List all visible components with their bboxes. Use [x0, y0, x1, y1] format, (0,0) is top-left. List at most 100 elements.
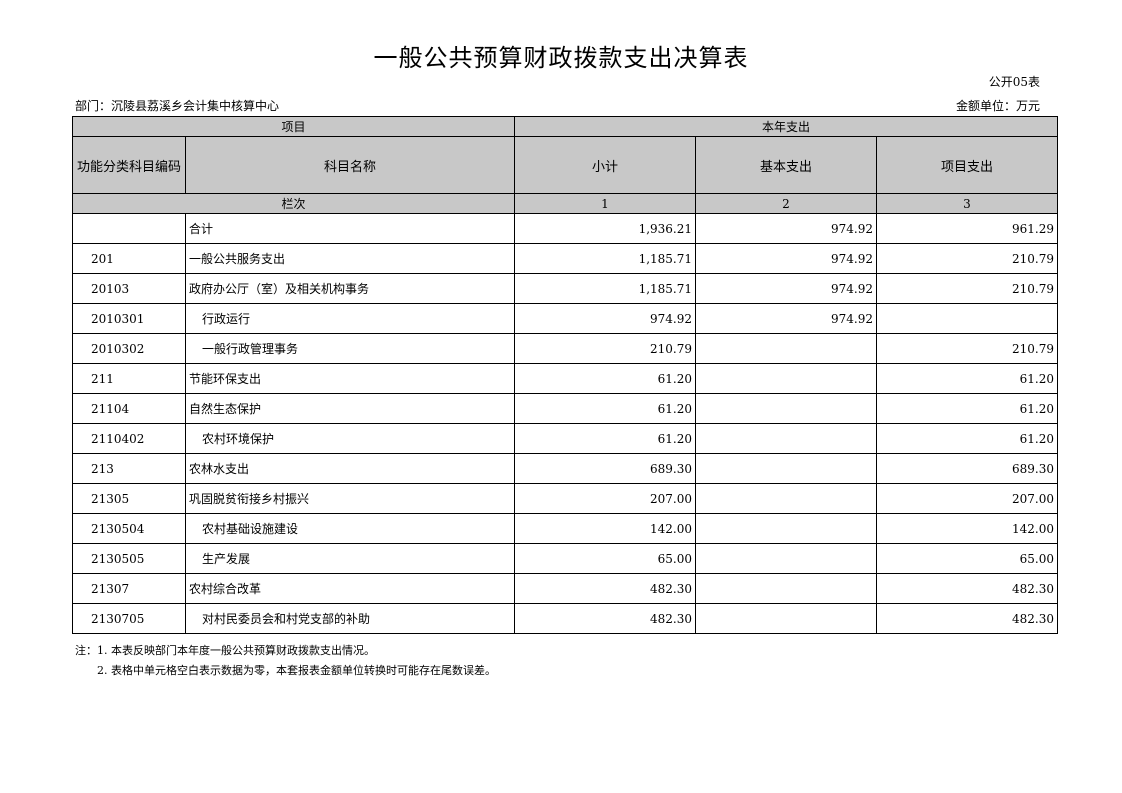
- note-2: 2. 表格中单元格空白表示数据为零，本套报表金额单位转换时可能存在尾数误差。: [97, 664, 496, 677]
- cell-name: 生产发展: [185, 543, 515, 574]
- cell-project: 207.00: [876, 483, 1058, 514]
- cell-code: 2010301: [72, 303, 186, 334]
- cell-project: 689.30: [876, 453, 1058, 484]
- header-current-year: 本年支出: [514, 116, 1058, 137]
- cell-code: 2130505: [72, 543, 186, 574]
- cell-subtotal: 974.92: [514, 303, 696, 334]
- cell-name: 一般公共服务支出: [185, 243, 515, 274]
- cell-name: 农村环境保护: [185, 423, 515, 454]
- table-row: 2130505 生产发展 65.00 65.00: [72, 543, 1058, 574]
- header-basic: 基本支出: [695, 136, 877, 194]
- cell-name: 农村基础设施建设: [185, 513, 515, 544]
- cell-subtotal: 65.00: [514, 543, 696, 574]
- cell-project: [876, 303, 1058, 334]
- table-row: 2010301 行政运行 974.92 974.92: [72, 303, 1058, 334]
- cell-code: 20103: [72, 273, 186, 304]
- table-row: 21104 自然生态保护 61.20 61.20: [72, 393, 1058, 424]
- cell-code: 201: [72, 243, 186, 274]
- header-project: 项目支出: [876, 136, 1058, 194]
- notes: 注：1. 本表反映部门本年度一般公共预算财政拨款支出情况。 2. 表格中单元格空…: [75, 641, 496, 681]
- form-code: 公开05表: [988, 75, 1040, 89]
- table-row: 2130504 农村基础设施建设 142.00 142.00: [72, 513, 1058, 544]
- cell-name: 合计: [185, 213, 515, 244]
- cell-basic: [695, 603, 877, 634]
- header-subtotal: 小计: [514, 136, 696, 194]
- cell-subtotal: 1,936.21: [514, 213, 696, 244]
- unit-label: 金额单位：万元: [955, 99, 1040, 113]
- cell-subtotal: 142.00: [514, 513, 696, 544]
- cell-subtotal: 482.30: [514, 603, 696, 634]
- cell-code: 2110402: [72, 423, 186, 454]
- cell-basic: [695, 543, 877, 574]
- cell-subtotal: 482.30: [514, 573, 696, 604]
- cell-subtotal: 210.79: [514, 333, 696, 364]
- cell-name: 农村综合改革: [185, 573, 515, 604]
- cell-name: 政府办公厅（室）及相关机构事务: [185, 273, 515, 304]
- cell-code: 211: [72, 363, 186, 394]
- cell-project: 210.79: [876, 273, 1058, 304]
- cell-basic: 974.92: [695, 213, 877, 244]
- cell-project: 65.00: [876, 543, 1058, 574]
- table-row: 21307 农村综合改革 482.30 482.30: [72, 573, 1058, 604]
- cell-subtotal: 207.00: [514, 483, 696, 514]
- header-column-no: 栏次: [72, 193, 515, 214]
- cell-project: 61.20: [876, 393, 1058, 424]
- cell-basic: [695, 513, 877, 544]
- cell-subtotal: 61.20: [514, 393, 696, 424]
- table-row: 合计 1,936.21 974.92 961.29: [72, 213, 1058, 244]
- cell-code: 2010302: [72, 333, 186, 364]
- cell-project: 210.79: [876, 333, 1058, 364]
- header-col3: 3: [876, 193, 1058, 214]
- cell-basic: [695, 393, 877, 424]
- cell-project: 142.00: [876, 513, 1058, 544]
- expenditure-table: 项目 本年支出 功能分类科目编码 科目名称 小计 基本支出 项目支出 栏次 1 …: [72, 116, 1058, 634]
- cell-name: 对村民委员会和村党支部的补助: [185, 603, 515, 634]
- cell-subtotal: 689.30: [514, 453, 696, 484]
- cell-subtotal: 61.20: [514, 363, 696, 394]
- header-item: 项目: [72, 116, 515, 137]
- cell-project: 210.79: [876, 243, 1058, 274]
- cell-code: 2130504: [72, 513, 186, 544]
- table-row: 20103 政府办公厅（室）及相关机构事务 1,185.71 974.92 210.79: [72, 273, 1058, 304]
- cell-code: [72, 213, 186, 244]
- cell-name: 行政运行: [185, 303, 515, 334]
- cell-name: 节能环保支出: [185, 363, 515, 394]
- cell-code: 21305: [72, 483, 186, 514]
- cell-subtotal: 61.20: [514, 423, 696, 454]
- cell-basic: [695, 453, 877, 484]
- table-row: 21305 巩固脱贫衔接乡村振兴 207.00 207.00: [72, 483, 1058, 514]
- header-col1: 1: [514, 193, 696, 214]
- cell-basic: [695, 483, 877, 514]
- cell-project: 482.30: [876, 603, 1058, 634]
- header-code: 功能分类科目编码: [72, 136, 186, 194]
- cell-basic: 974.92: [695, 273, 877, 304]
- cell-basic: [695, 333, 877, 364]
- cell-project: 61.20: [876, 423, 1058, 454]
- cell-code: 21104: [72, 393, 186, 424]
- cell-project: 61.20: [876, 363, 1058, 394]
- cell-code: 213: [72, 453, 186, 484]
- department-label: 部门：沉陵县荔溪乡会计集中核算中心: [75, 99, 280, 113]
- table-row: 211 节能环保支出 61.20 61.20: [72, 363, 1058, 394]
- cell-project: 482.30: [876, 573, 1058, 604]
- cell-code: 2130705: [72, 603, 186, 634]
- cell-basic: 974.92: [695, 303, 877, 334]
- cell-basic: [695, 573, 877, 604]
- cell-project: 961.29: [876, 213, 1058, 244]
- cell-subtotal: 1,185.71: [514, 243, 696, 274]
- cell-basic: 974.92: [695, 243, 877, 274]
- cell-basic: [695, 423, 877, 454]
- cell-subtotal: 1,185.71: [514, 273, 696, 304]
- table-row: 2110402 农村环境保护 61.20 61.20: [72, 423, 1058, 454]
- table-row: 213 农林水支出 689.30 689.30: [72, 453, 1058, 484]
- header-name: 科目名称: [185, 136, 515, 194]
- cell-name: 一般行政管理事务: [185, 333, 515, 364]
- cell-name: 自然生态保护: [185, 393, 515, 424]
- table-row: 2130705 对村民委员会和村党支部的补助 482.30 482.30: [72, 603, 1058, 634]
- note-1: 注：1. 本表反映部门本年度一般公共预算财政拨款支出情况。: [75, 644, 375, 657]
- cell-name: 巩固脱贫衔接乡村振兴: [185, 483, 515, 514]
- header-col2: 2: [695, 193, 877, 214]
- table-row: 2010302 一般行政管理事务 210.79 210.79: [72, 333, 1058, 364]
- cell-basic: [695, 363, 877, 394]
- table-row: 201 一般公共服务支出 1,185.71 974.92 210.79: [72, 243, 1058, 274]
